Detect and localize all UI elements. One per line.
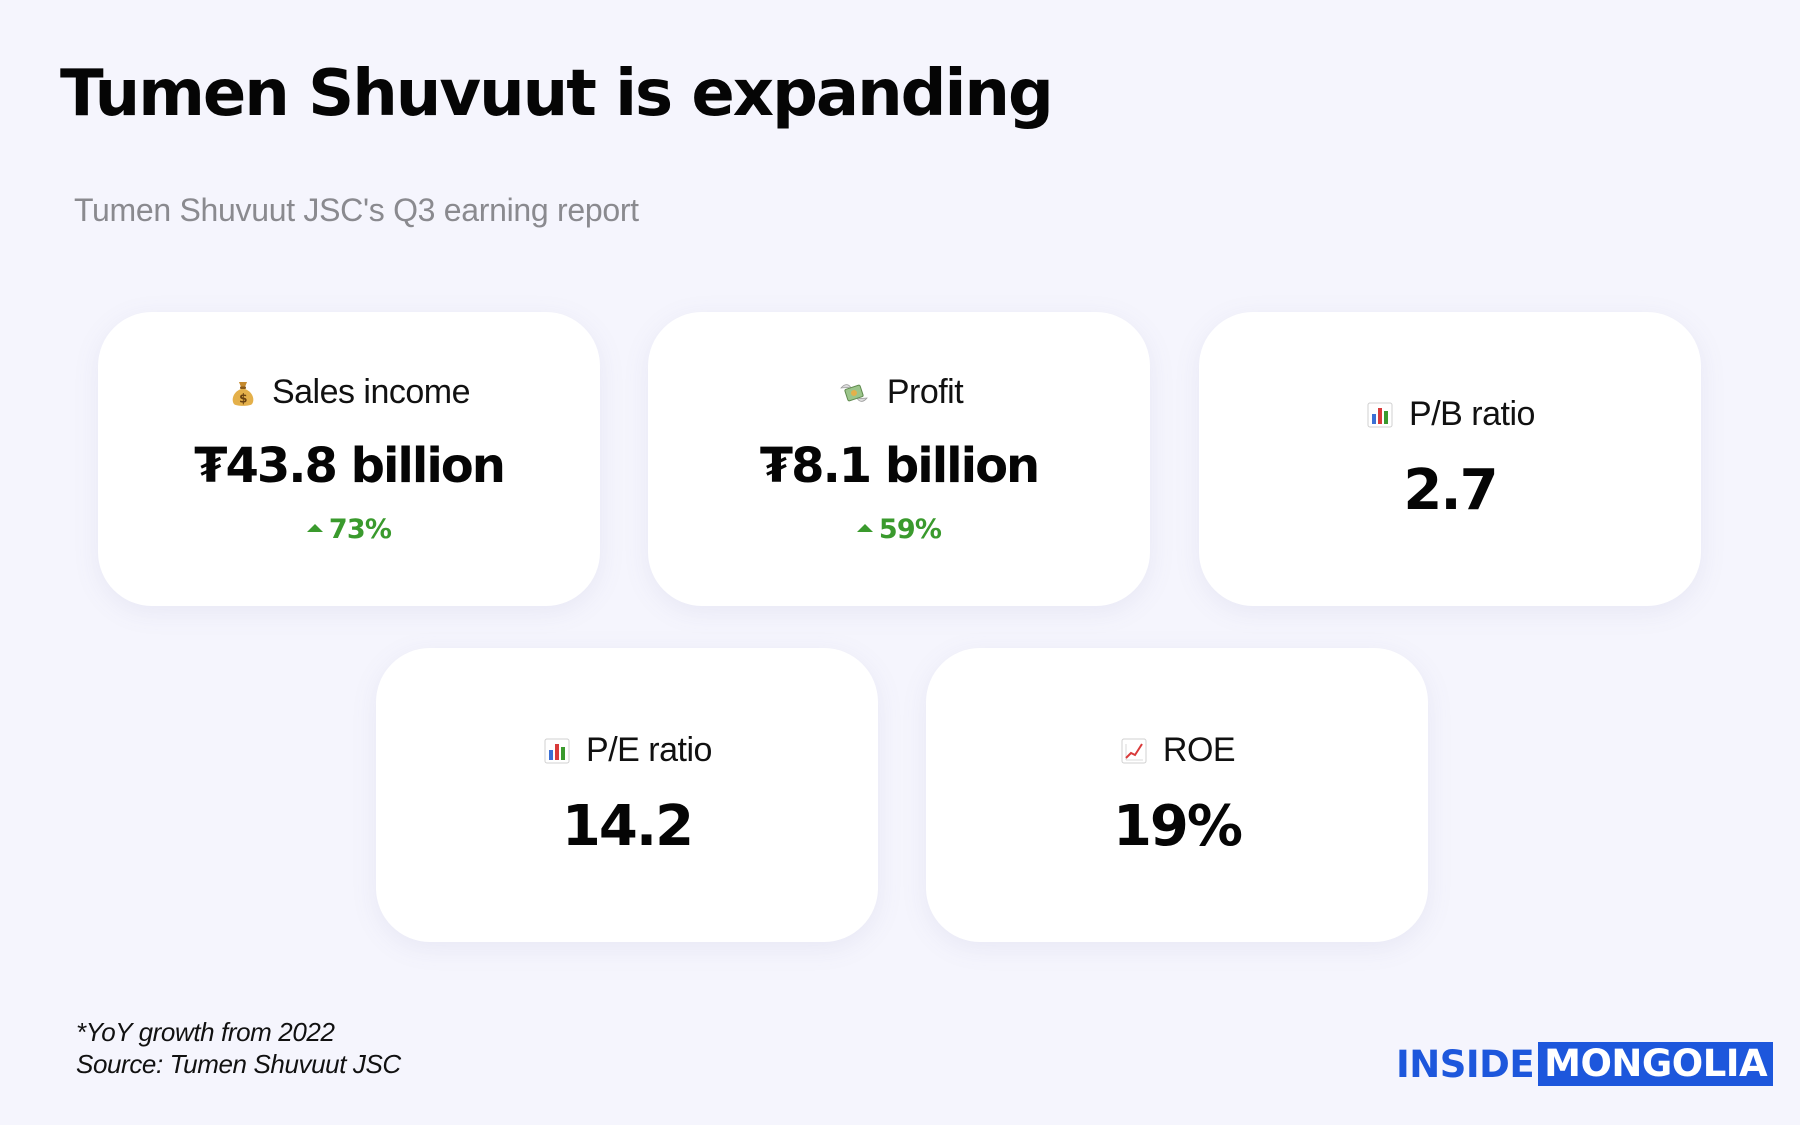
inside-mongolia-logo: INSIDE MONGOLIA (1396, 1042, 1774, 1086)
profit-label-row: Profit (835, 373, 964, 412)
roe-card: ROE 19% (926, 648, 1428, 942)
caret-up-icon (306, 524, 323, 532)
pe-ratio-label: P/E ratio (586, 731, 712, 769)
profit-growth: 59% (856, 514, 942, 545)
money-bag-icon: $ (232, 381, 254, 406)
profit-growth-value: 59% (878, 514, 942, 545)
footnote-source: Source: Tumen Shuvuut JSC (76, 1049, 401, 1079)
sales-income-label: Sales income (271, 373, 471, 411)
pe-ratio-value: 14.2 (561, 794, 694, 859)
svg-text:$: $ (239, 391, 247, 405)
sales-income-growth: 73% (306, 514, 392, 545)
roe-value: 19% (1112, 794, 1243, 859)
bar-chart-icon (544, 738, 570, 763)
pb-ratio-label-row: P/B ratio (1365, 395, 1535, 434)
footnote-growth-note: *YoY growth from 2022 (76, 1017, 335, 1047)
sales-income-label-row: $ Sales income (228, 373, 471, 412)
sales-income-growth-value: 73% (328, 514, 392, 545)
footnote: *YoY growth from 2022 Source: Tumen Shuv… (76, 1016, 401, 1080)
money-with-wings-icon (839, 383, 868, 402)
sales-income-card: $ Sales income ₮43.8 billion 73% (98, 312, 600, 606)
profit-label: Profit (886, 373, 964, 411)
caret-up-icon (856, 524, 873, 532)
pb-ratio-value: 2.7 (1403, 458, 1498, 523)
profit-value: ₮8.1 billion (759, 438, 1040, 494)
profit-card: Profit ₮8.1 billion 59% (648, 312, 1150, 606)
pe-ratio-label-row: P/E ratio (542, 731, 712, 770)
logo-inside-text: INSIDE (1396, 1042, 1535, 1086)
logo-mongolia-text: MONGOLIA (1538, 1042, 1774, 1086)
pb-ratio-card: P/B ratio 2.7 (1199, 312, 1701, 606)
pe-ratio-card: P/E ratio 14.2 (376, 648, 878, 942)
pb-ratio-label: P/B ratio (1409, 395, 1535, 433)
bar-chart-icon (1367, 402, 1393, 427)
chart-increasing-icon (1121, 738, 1147, 763)
page-title: Tumen Shuvuut is expanding (60, 57, 1054, 131)
sales-income-value: ₮43.8 billion (194, 438, 506, 494)
roe-label-row: ROE (1119, 731, 1236, 770)
page-subtitle: Tumen Shuvuut JSC's Q3 earning report (74, 192, 639, 228)
roe-label: ROE (1162, 731, 1236, 769)
